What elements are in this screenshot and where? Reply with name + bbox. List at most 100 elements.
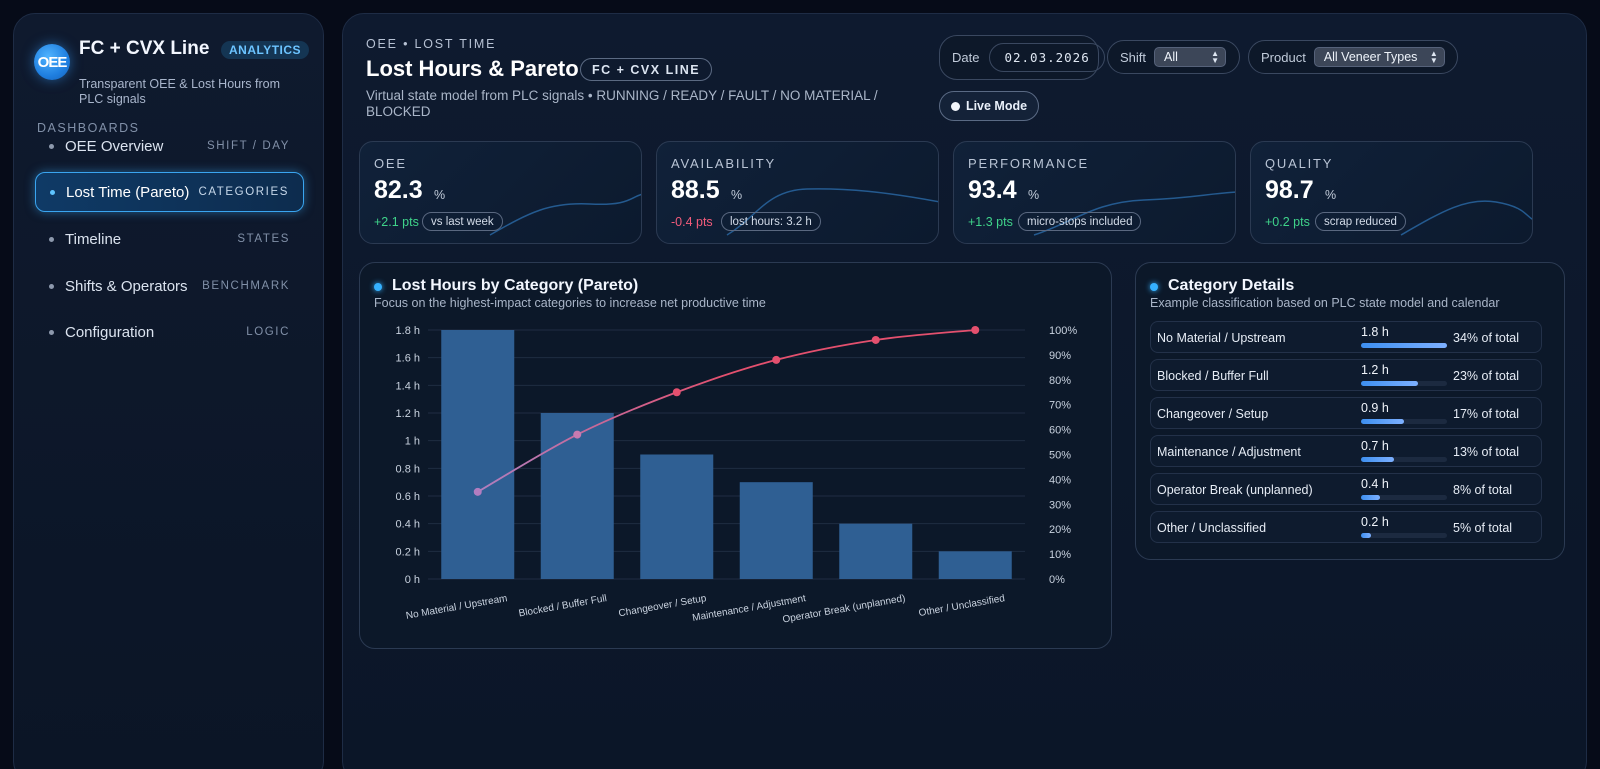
category-share: 8% of total: [1453, 483, 1513, 497]
category-bar-track: [1361, 533, 1447, 538]
kpi-card-quality: QUALITY 98.7 % +0.2 pts scrap reduced: [1250, 141, 1533, 244]
category-row[interactable]: Operator Break (unplanned) 0.4 h 8% of t…: [1150, 473, 1542, 505]
details-subtitle: Example classification based on PLC stat…: [1150, 296, 1500, 310]
category-bar-fill: [1361, 495, 1381, 500]
kpi-note: lost hours: 3.2 h: [721, 212, 821, 231]
kpi-value: 98.7: [1265, 176, 1314, 204]
analytics-badge: ANALYTICS: [221, 41, 310, 59]
category-bar-track: [1361, 419, 1447, 424]
product-select[interactable]: All Veneer Types ▲ ▼: [1313, 47, 1445, 67]
category-bar-track: [1361, 343, 1447, 348]
pareto-bar: [540, 413, 614, 579]
sidebar-item-label: OEE Overview: [65, 137, 164, 155]
sidebar-item-timeline[interactable]: Timeline STATES: [35, 219, 304, 259]
y-tick-label: 1.8 h: [396, 325, 420, 337]
live-mode-button[interactable]: Live Mode: [939, 91, 1039, 121]
category-bar-fill: [1361, 533, 1371, 538]
kpi-sparkline: [489, 193, 641, 236]
kpi-label: OEE: [374, 156, 407, 171]
kpi-unit: %: [1325, 188, 1337, 202]
category-name: Other / Unclassified: [1157, 521, 1267, 535]
cumulative-point: [573, 430, 582, 439]
category-bar-track: [1361, 457, 1447, 462]
category-share: 5% of total: [1453, 521, 1513, 535]
cumulative-point: [871, 335, 880, 344]
kpi-delta: +2.1 pts: [374, 215, 419, 229]
category-hours: 0.9 h: [1361, 401, 1389, 415]
y2-tick-label: 70%: [1049, 400, 1071, 412]
cumulative-point: [772, 355, 781, 364]
sidebar-item-configuration[interactable]: Configuration LOGIC: [35, 312, 304, 352]
y2-tick-label: 50%: [1049, 450, 1071, 462]
category-hours: 0.2 h: [1361, 515, 1389, 529]
cumulative-line: [477, 329, 976, 493]
page-kicker: OEE • LOST TIME: [366, 37, 497, 51]
bullet-icon: [50, 189, 55, 195]
y2-tick-label: 60%: [1049, 425, 1071, 437]
category-bar-fill: [1361, 457, 1395, 462]
category-bar-fill: [1361, 381, 1419, 386]
y2-tick-label: 90%: [1049, 350, 1071, 362]
page-description: Virtual state model from PLC signals • R…: [366, 88, 878, 119]
line-badge: FC + CVX LINE: [580, 58, 713, 81]
sidebar-item-label: Timeline: [65, 230, 122, 248]
category-row[interactable]: Other / Unclassified 0.2 h 5% of total: [1150, 511, 1542, 543]
sidebar-item-tag: CATEGORIES: [198, 186, 289, 198]
shift-select-value: All: [1164, 50, 1178, 64]
sidebar: OEE FC + CVX Line ANALYTICS Transparent …: [13, 13, 324, 769]
pareto-bar: [441, 330, 515, 579]
y-tick-label: 0.6 h: [396, 491, 420, 503]
x-tick-label: Blocked / Buffer Full: [518, 593, 608, 619]
cumulative-point: [971, 326, 980, 334]
product-control: Product All Veneer Types ▲ ▼: [1248, 40, 1458, 74]
kpi-note: micro-stops included: [1018, 212, 1142, 231]
category-hours: 0.4 h: [1361, 477, 1389, 491]
category-name: Maintenance / Adjustment: [1157, 445, 1301, 459]
cumulative-point: [473, 487, 482, 496]
y-tick-label: 0.2 h: [396, 546, 420, 558]
pareto-bar: [640, 454, 714, 579]
kpi-sparkline: [726, 188, 938, 236]
live-dot-icon: [950, 101, 960, 111]
y-tick-label: 1.4 h: [396, 380, 420, 392]
category-row[interactable]: Changeover / Setup 0.9 h 17% of total: [1150, 397, 1542, 429]
pareto-subtitle: Focus on the highest-impact categories t…: [374, 296, 766, 310]
sidebar-item-shifts-operators[interactable]: Shifts & Operators BENCHMARK: [35, 266, 304, 306]
category-row[interactable]: Blocked / Buffer Full 1.2 h 23% of total: [1150, 359, 1542, 391]
sidebar-item-label: Lost Time (Pareto): [66, 183, 190, 201]
select-arrows-icon: ▲ ▼: [1429, 49, 1438, 65]
sidebar-item-oee-overview[interactable]: OEE Overview SHIFT / DAY: [35, 126, 304, 166]
category-bar-track: [1361, 495, 1447, 500]
kpi-unit: %: [731, 188, 743, 202]
sidebar-item-label: Shifts & Operators: [65, 277, 188, 295]
brand-subtitle: Transparent OEE & Lost Hours from PLC si…: [79, 77, 281, 106]
bullet-icon: [49, 283, 54, 289]
y2-tick-label: 0%: [1049, 574, 1065, 586]
pareto-bar: [839, 523, 913, 579]
oee-logo-icon: OEE: [34, 44, 70, 80]
kpi-note: scrap reduced: [1315, 212, 1406, 231]
product-label: Product: [1261, 49, 1306, 65]
sidebar-item-lost-time[interactable]: Lost Time (Pareto) CATEGORIES: [35, 172, 304, 212]
kpi-unit: %: [1028, 188, 1040, 202]
category-name: Changeover / Setup: [1157, 407, 1269, 421]
category-bar-fill: [1361, 343, 1447, 348]
shift-select[interactable]: All ▲ ▼: [1154, 47, 1227, 67]
date-input[interactable]: 02.03.2026: [989, 43, 1105, 72]
kpi-value: 82.3: [374, 176, 423, 204]
pareto-card: Lost Hours by Category (Pareto) Focus on…: [359, 262, 1112, 649]
kpi-value: 93.4: [968, 176, 1017, 204]
live-mode-label: Live Mode: [965, 99, 1028, 113]
kpi-card-oee: OEE 82.3 % +2.1 pts vs last week: [359, 141, 642, 244]
category-name: No Material / Upstream: [1157, 331, 1286, 345]
category-hours: 1.2 h: [1361, 363, 1389, 377]
bullet-icon: [49, 143, 54, 149]
bullet-icon: [49, 236, 54, 242]
category-bar-fill: [1361, 419, 1404, 424]
category-details-card: Category Details Example classification …: [1135, 262, 1565, 560]
kpi-delta: +1.3 pts: [968, 215, 1013, 229]
category-row[interactable]: No Material / Upstream 1.8 h 34% of tota…: [1150, 321, 1542, 353]
x-tick-label: No Material / Upstream: [405, 593, 508, 622]
category-row[interactable]: Maintenance / Adjustment 0.7 h 13% of to…: [1150, 435, 1542, 467]
sidebar-item-tag: STATES: [237, 233, 290, 245]
